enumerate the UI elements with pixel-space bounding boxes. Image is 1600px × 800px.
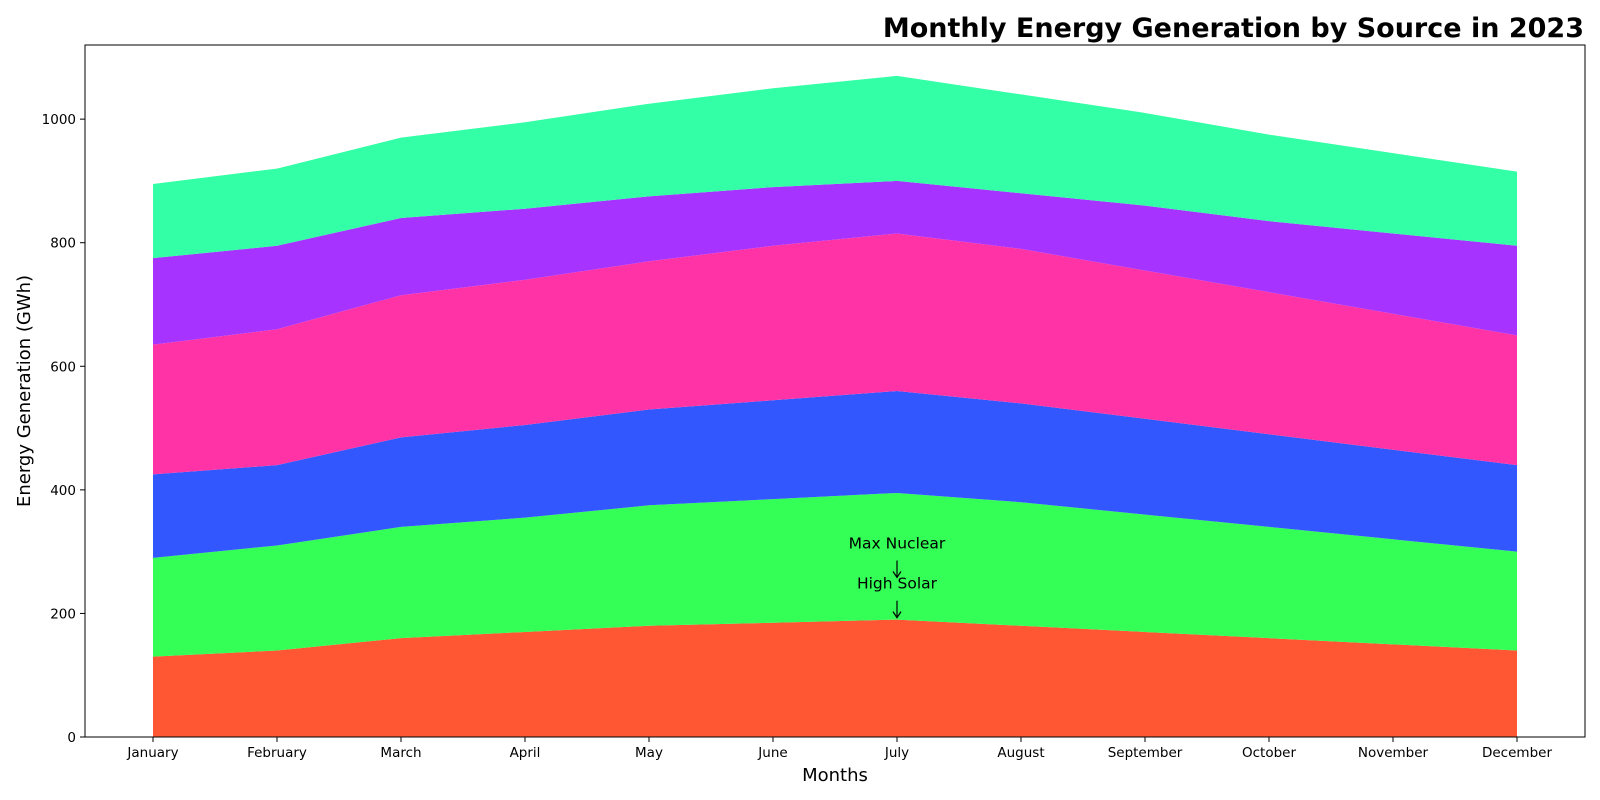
y-tick-label: 1000 <box>42 112 76 128</box>
area-series-5 <box>153 75 1517 259</box>
y-tick-label: 600 <box>50 359 76 375</box>
x-tick-label: March <box>380 745 421 761</box>
area-series-2 <box>153 391 1517 558</box>
annotation-arrowhead <box>892 611 902 619</box>
y-tick-label: 800 <box>50 236 76 252</box>
annotation-label: Max Nuclear <box>849 535 946 553</box>
x-tick-label: May <box>635 745 663 761</box>
annotation-arrowhead <box>892 571 902 579</box>
area-series-4 <box>153 180 1517 345</box>
area-series-3 <box>153 233 1517 475</box>
x-tick-label: October <box>1242 745 1296 761</box>
x-tick-label: April <box>510 745 541 761</box>
annotations: Max Nuclear High Solar <box>849 535 946 619</box>
stacked-areas <box>153 75 1517 737</box>
y-axis-ticks: 0 200 400 600 800 1000 <box>42 112 85 746</box>
x-tick-label: November <box>1358 745 1429 761</box>
y-tick-label: 200 <box>50 606 76 622</box>
x-tick-label: January <box>126 745 178 761</box>
x-tick-label: September <box>1108 745 1183 761</box>
y-tick-label: 0 <box>67 730 76 746</box>
chart-title: Monthly Energy Generation by Source in 2… <box>883 13 1584 44</box>
y-tick-label: 400 <box>50 483 76 499</box>
x-axis-ticks: January February March April May June July Augu… <box>126 737 1552 761</box>
area-series-1 <box>153 492 1517 657</box>
x-axis-label: Months <box>802 765 868 786</box>
x-tick-label: February <box>247 745 307 761</box>
plot-frame <box>84 44 1586 738</box>
x-tick-label: July <box>884 745 909 761</box>
annotation-label: High Solar <box>857 575 938 593</box>
area-series-0 <box>153 619 1517 737</box>
x-tick-label: June <box>757 745 787 761</box>
x-tick-label: August <box>997 745 1044 761</box>
y-axis-label: Energy Generation (GWh) <box>14 275 35 507</box>
x-tick-label: December <box>1482 745 1552 761</box>
